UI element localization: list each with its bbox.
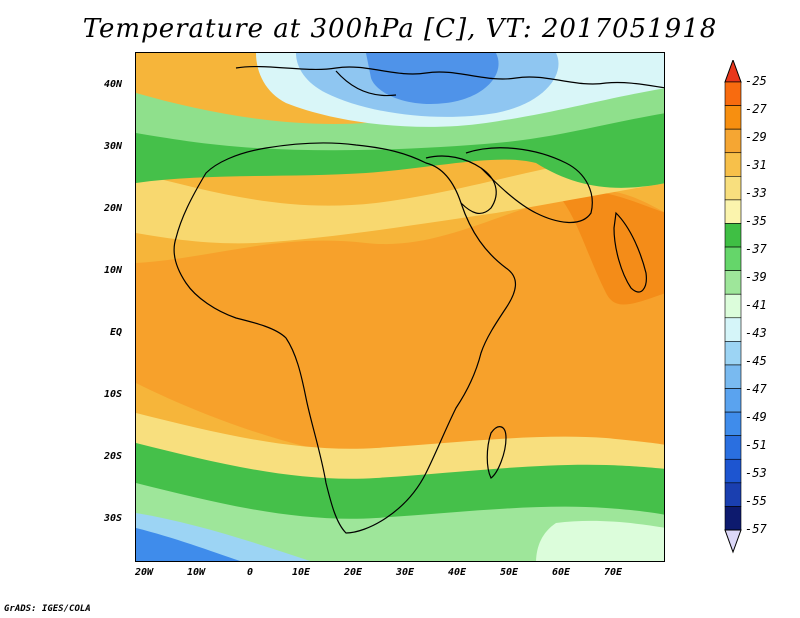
lon-label-0: 0 (247, 567, 254, 578)
colorbar-label: -29 (745, 130, 767, 144)
colorbar-box (724, 152, 742, 177)
lon-label-20e: 20E (344, 567, 363, 578)
arabia-outline (465, 147, 593, 224)
africa-outline (173, 142, 516, 534)
colorbar-label: -35 (745, 214, 767, 228)
colorbar-box (724, 341, 742, 366)
colorbar-box (724, 506, 742, 531)
lon-label-60e: 60E (552, 567, 571, 578)
colorbar-box (724, 388, 742, 413)
north-green-band (136, 98, 664, 188)
north-light-green-band (136, 78, 664, 151)
north-cold-core (366, 53, 499, 104)
colorbar-box (724, 364, 742, 389)
lat-label-20s: 20S (104, 451, 123, 462)
red-sea-outline (425, 155, 497, 215)
south-cold-core (136, 528, 241, 561)
colorbar-label: -25 (745, 74, 767, 88)
madagascar-outline (486, 426, 507, 479)
lon-label-10w: 10W (187, 567, 206, 578)
colorbar-label: -37 (745, 242, 767, 256)
colorbar-box (724, 411, 742, 436)
temperature-map (135, 52, 665, 562)
colorbar-label: -31 (745, 158, 767, 172)
colorbar-box (724, 293, 742, 319)
colorbar-box (724, 176, 742, 201)
europe-coast (235, 65, 664, 89)
colorbar-box (724, 435, 742, 460)
south-light-green-band (136, 483, 664, 561)
map-canvas (136, 53, 664, 561)
lon-label-40e: 40E (448, 567, 467, 578)
lon-label-70e: 70E (604, 567, 623, 578)
colorbar-bottom-arrow (724, 529, 742, 554)
lon-label-20w: 20W (135, 567, 154, 578)
north-yellow-band (136, 153, 664, 244)
south-east-cold (536, 520, 664, 561)
colorbar-label: -39 (745, 270, 767, 284)
colorbar-label: -47 (745, 382, 767, 396)
lat-label-30n: 30N (104, 141, 123, 152)
footer-credit: GrADS: IGES/COLA (4, 604, 91, 614)
lat-label-30s: 30S (104, 513, 123, 524)
colorbar-top-arrow (724, 60, 742, 83)
lat-label-40n: 40N (104, 79, 123, 90)
lat-label-eq: EQ (110, 327, 123, 338)
deep-orange-patch (556, 190, 664, 305)
colorbar-box (724, 223, 742, 248)
mediterranean-coast (335, 70, 397, 97)
colorbar-label: -55 (745, 494, 767, 508)
colorbar-label: -51 (745, 438, 767, 452)
colorbar-box (724, 105, 742, 130)
colorbar-label: -41 (745, 298, 767, 312)
colorbar-label: -45 (745, 354, 767, 368)
lat-label-10n: 10N (104, 265, 123, 276)
lon-label-50e: 50E (500, 567, 519, 578)
colorbar-label: -33 (745, 186, 767, 200)
lat-label-20n: 20N (104, 203, 123, 214)
map-title: Temperature at 300hPa [C], VT: 201705191… (82, 14, 718, 44)
india-outline (613, 211, 647, 293)
colorbar-box (724, 199, 742, 224)
colorbar-label: -27 (745, 102, 767, 116)
lat-label-10s: 10S (104, 389, 123, 400)
orange-band (136, 190, 664, 465)
colorbar-box (724, 128, 742, 154)
colorbar-label: -57 (745, 522, 767, 536)
colorbar-label: -49 (745, 410, 767, 424)
lon-label-10e: 10E (292, 567, 311, 578)
colorbar-label: -53 (745, 466, 767, 480)
colorbar-label: -43 (745, 326, 767, 340)
colorbar-box (724, 81, 742, 106)
colorbar-box (724, 317, 742, 342)
colorbar-box (724, 482, 742, 507)
lon-label-30e: 30E (396, 567, 415, 578)
colorbar-box (724, 270, 742, 295)
coastlines (173, 65, 664, 534)
colorbar-box (724, 458, 742, 484)
colorbar-svg (724, 60, 742, 554)
colorbar-box (724, 246, 742, 271)
